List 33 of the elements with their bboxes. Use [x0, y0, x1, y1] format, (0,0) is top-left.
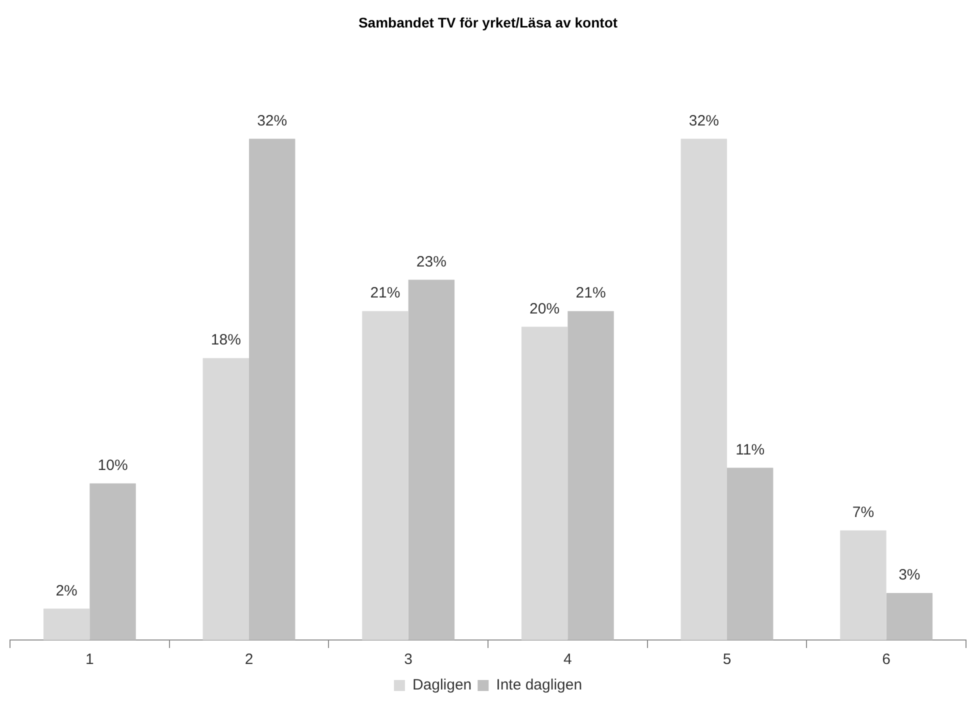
bar	[249, 138, 296, 640]
data-label: 23%	[416, 253, 446, 270]
data-label: 20%	[530, 300, 560, 318]
bar	[840, 530, 886, 640]
bar	[90, 483, 136, 640]
bar	[568, 311, 614, 640]
legend-label: Inte dagligen	[496, 676, 582, 694]
data-label: 18%	[210, 332, 241, 349]
bar	[43, 608, 90, 640]
x-tick-label: 5	[722, 651, 732, 668]
x-tick-label: 2	[244, 651, 254, 668]
bar	[202, 358, 249, 640]
bar	[362, 311, 408, 640]
data-label: 3%	[898, 566, 920, 584]
data-label: 21%	[576, 284, 606, 302]
data-label: 2%	[56, 582, 78, 600]
x-tick-label: 6	[882, 651, 891, 668]
x-tick-label: 4	[563, 651, 572, 668]
legend-label: Dagligen	[412, 676, 472, 694]
x-tick-label: 3	[404, 651, 413, 668]
bar	[408, 280, 455, 640]
bar	[521, 326, 568, 640]
chart-title: Sambandet TV för yrket/Läsa av kontot	[358, 14, 618, 30]
data-label: 32%	[257, 112, 288, 130]
data-label: 21%	[370, 284, 400, 302]
bar	[886, 593, 933, 640]
bar	[727, 468, 774, 640]
data-label: 32%	[688, 112, 719, 130]
x-tick-label: 1	[85, 651, 94, 668]
bar	[680, 138, 727, 640]
data-label: 10%	[98, 457, 128, 474]
data-label: 11%	[736, 441, 765, 458]
data-label: 7%	[852, 504, 874, 521]
